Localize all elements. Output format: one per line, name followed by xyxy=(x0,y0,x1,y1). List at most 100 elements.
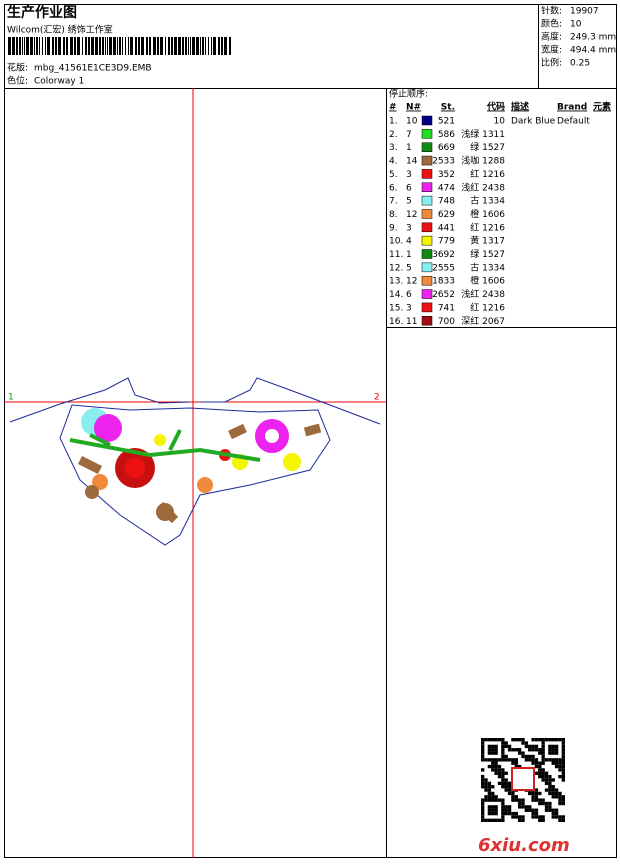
stitches: 779 xyxy=(438,237,455,247)
qr-cell xyxy=(544,781,549,786)
qr-cell xyxy=(514,738,518,742)
qr-cell xyxy=(497,764,502,769)
qr-cell xyxy=(541,778,545,782)
bar xyxy=(109,37,112,55)
bar xyxy=(47,37,50,55)
qr-cell xyxy=(481,751,485,755)
qr-cell xyxy=(538,771,542,775)
code: 红 1216 xyxy=(470,301,505,313)
qr-cell xyxy=(497,768,502,772)
qr-cell xyxy=(504,741,508,745)
qr-cell xyxy=(514,798,518,802)
needle: 5 xyxy=(406,197,412,207)
info-value: 10 xyxy=(570,20,582,30)
needle: 12 xyxy=(406,210,417,220)
qr-cell xyxy=(548,744,552,749)
bar xyxy=(8,37,11,55)
code: 浅红 2438 xyxy=(461,181,505,193)
qr-cell xyxy=(494,798,498,802)
column-header: 代码 xyxy=(486,101,505,113)
qr-cell xyxy=(507,758,512,762)
qr-cell xyxy=(548,788,552,792)
code: 浅红 2438 xyxy=(461,288,505,300)
qr-cell xyxy=(494,744,498,749)
qr-cell xyxy=(481,801,485,806)
bar xyxy=(66,37,68,55)
title: 生产作业图 xyxy=(7,4,77,21)
info-label: 比例: xyxy=(541,57,562,69)
qr-cell xyxy=(524,758,529,762)
column-header: St. xyxy=(441,103,455,113)
qr-cell xyxy=(497,758,502,762)
qr-cell xyxy=(531,808,535,812)
qr-cell xyxy=(558,764,562,769)
qr-cell xyxy=(551,778,555,782)
qr-cell xyxy=(484,798,488,802)
stitches: 441 xyxy=(438,223,455,233)
qr-cell xyxy=(517,801,522,806)
column-header: # xyxy=(389,103,397,113)
embroidery xyxy=(69,408,322,524)
qr-cell xyxy=(481,781,485,786)
swatch xyxy=(421,142,433,152)
qr-cell xyxy=(538,748,542,752)
qr-cell xyxy=(491,764,495,769)
qr-cell xyxy=(517,748,522,752)
bar xyxy=(105,37,106,55)
qr-cell xyxy=(481,785,485,789)
qr-cell xyxy=(494,758,498,762)
qr-cell xyxy=(487,808,492,812)
qr-cell xyxy=(491,798,495,802)
code: 古 1334 xyxy=(470,261,505,273)
qr-cell xyxy=(538,761,542,765)
bar xyxy=(130,37,133,55)
qr-cell xyxy=(484,758,488,762)
qr-cell xyxy=(497,781,502,786)
bar xyxy=(12,37,15,55)
qr-cell xyxy=(491,785,495,789)
row-index: 4. xyxy=(389,157,398,167)
qr-cell xyxy=(514,815,518,819)
qr-cell xyxy=(544,758,549,762)
qr-cell xyxy=(481,748,485,752)
qr-cell xyxy=(524,744,529,749)
qr-cell xyxy=(551,785,555,789)
qr-cell xyxy=(548,801,552,806)
qr-cell xyxy=(504,758,508,762)
column-header: Brand xyxy=(557,103,587,113)
qr-cell xyxy=(548,791,552,796)
qr-cell xyxy=(501,774,505,779)
needle: 6 xyxy=(406,290,412,300)
bar xyxy=(202,37,204,55)
qr-cell xyxy=(487,811,492,816)
qr-cell xyxy=(541,818,545,822)
qr-cell xyxy=(551,751,555,755)
qr-cell xyxy=(548,808,552,812)
bar xyxy=(229,37,231,55)
info-value: 249.3 mm xyxy=(570,33,616,43)
qr-cell xyxy=(484,788,488,792)
needle: 12 xyxy=(406,277,417,287)
qr-cell xyxy=(554,815,559,819)
info-box: 针数: 19907 颜色: 10 高度: 249.3 mm 宽度: 494.4 mm 比例: 0.… xyxy=(541,5,616,69)
qr-cell xyxy=(548,785,552,789)
qr-cell xyxy=(484,738,488,742)
qr-cell xyxy=(514,761,518,765)
qr-cell xyxy=(531,791,535,796)
qr-cell xyxy=(531,754,535,759)
qr-cell xyxy=(534,815,539,819)
qr-cell xyxy=(494,811,498,816)
code: 黄 1317 xyxy=(470,235,505,247)
qr-cell xyxy=(481,798,485,802)
needle: 14 xyxy=(406,157,418,167)
qr-cell xyxy=(504,781,508,786)
qr-cell xyxy=(541,801,545,806)
colorway-label: 色位: xyxy=(7,75,28,87)
stitches: 2652 xyxy=(432,290,455,300)
qr-cell xyxy=(538,801,542,806)
qr-cell xyxy=(544,801,549,806)
qr-cell xyxy=(507,785,512,789)
qr-cell xyxy=(487,738,492,742)
qr-cell xyxy=(491,791,495,796)
qr-cell xyxy=(487,818,492,822)
